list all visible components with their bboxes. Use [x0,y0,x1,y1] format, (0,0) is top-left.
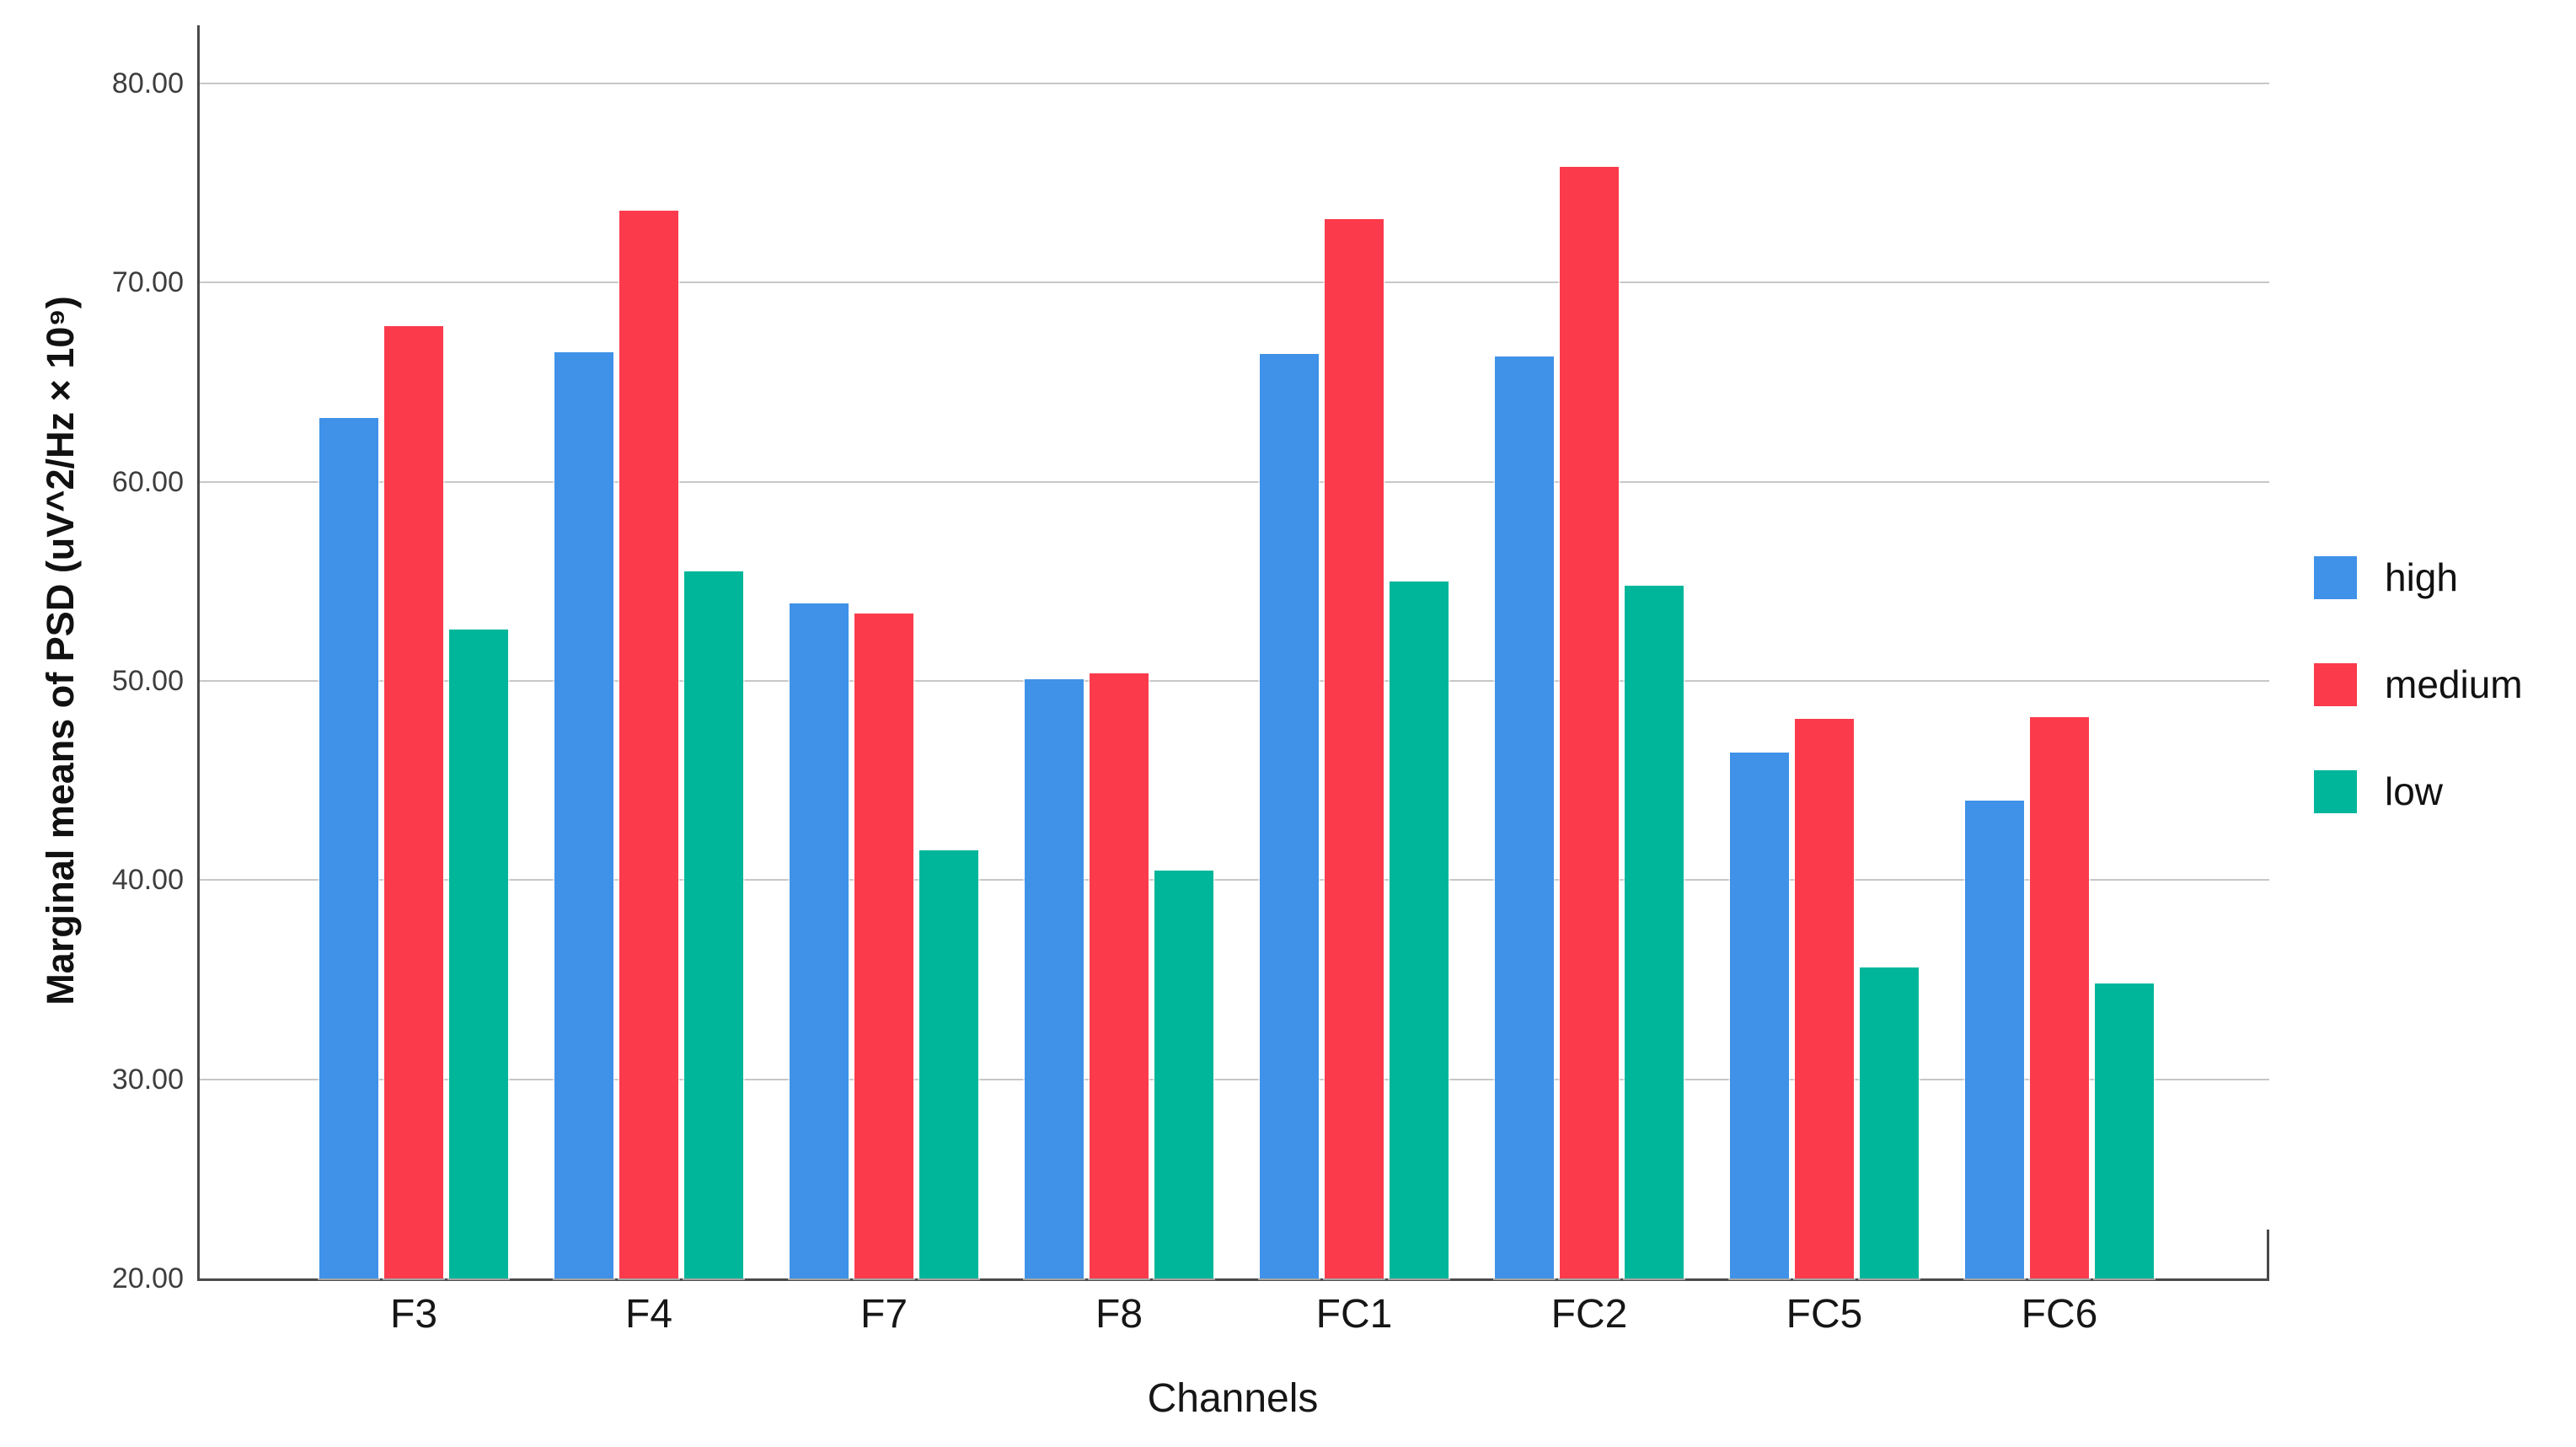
legend-label-medium: medium [2385,662,2523,706]
bar-FC2-medium [1560,167,1619,1278]
legend-color-high [2314,555,2357,599]
x-tick-label: FC1 [1315,1292,1393,1337]
x-tick-label: FC2 [1550,1292,1628,1337]
gridline-30 [200,1078,2269,1080]
gridline-40 [200,879,2269,882]
legend-item-low: low [2314,769,2523,814]
gridline-50 [200,680,2269,682]
bar-FC1-medium [1325,218,1384,1278]
x-tick-label: FC5 [1786,1292,1863,1337]
legend: high medium low [2314,555,2523,814]
bar-FC2-high [1495,356,1554,1278]
bar-FC6-medium [2030,716,2089,1278]
bar-FC2-low [1625,585,1684,1278]
y-tick-label: 60.00 [111,465,184,498]
y-tick-label: 30.00 [111,1063,184,1096]
bar-FC1-high [1260,354,1319,1278]
bar-F3-high [319,418,378,1278]
y-tick-label: 40.00 [111,864,184,897]
bar-F3-low [449,629,508,1278]
bar-F8-high [1025,678,1084,1278]
legend-label-low: low [2385,769,2444,813]
bar-FC5-low [1860,967,1919,1278]
y-tick-label: 20.00 [111,1262,184,1294]
bar-F7-medium [854,613,913,1278]
y-tick-label: 70.00 [111,266,184,299]
y-tick-label: 50.00 [111,665,184,697]
bar-FC5-high [1730,753,1789,1278]
bar-FC5-medium [1795,718,1854,1278]
bar-FC6-low [2095,983,2154,1278]
x-tick-label: F4 [624,1292,673,1337]
gridline-70 [200,281,2269,284]
legend-item-high: high [2314,555,2523,600]
bar-F4-low [684,571,743,1278]
plot-area [197,25,2269,1281]
bar-FC1-low [1390,581,1449,1278]
x-tick-label: F7 [860,1292,908,1337]
bar-F7-low [919,849,978,1278]
bar-FC6-high [1965,800,2024,1278]
bar-F8-low [1154,870,1213,1278]
bar-F3-medium [384,326,443,1278]
legend-item-medium: medium [2314,662,2523,707]
y-axis-title: Marginal means of PSD (uV^2/Hz × 10⁹) [39,296,82,1005]
bar-F4-medium [619,211,678,1278]
x-axis-right-stub [2267,1230,2269,1278]
x-tick-label: F8 [1095,1292,1143,1337]
gridline-60 [200,480,2269,483]
legend-color-medium [2314,662,2357,706]
bar-F4-high [554,352,613,1278]
x-axis-title: Channels [1147,1376,1319,1421]
x-tick-label: F3 [389,1292,438,1337]
legend-color-low [2314,769,2357,813]
bar-F8-medium [1090,673,1149,1278]
bar-F7-high [790,603,849,1278]
gridline-80 [200,83,2269,84]
y-tick-label: 80.00 [111,67,184,99]
x-tick-label: FC6 [2021,1292,2098,1337]
legend-label-high: high [2385,555,2458,599]
